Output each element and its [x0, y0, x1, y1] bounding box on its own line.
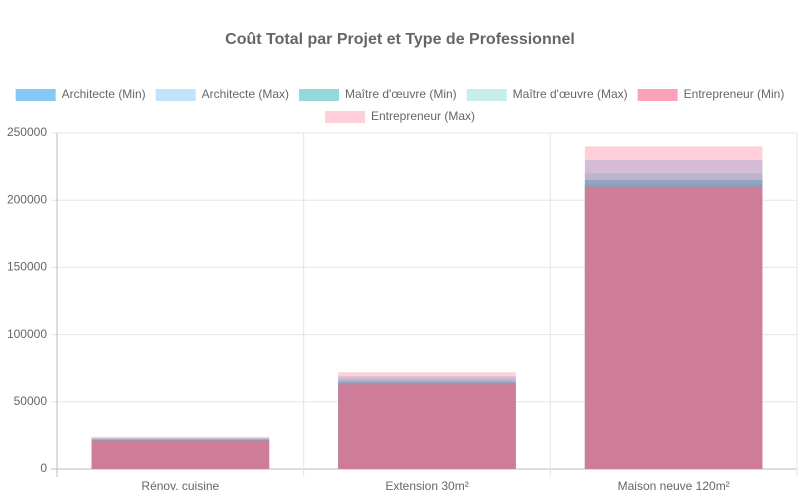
legend-swatch	[324, 111, 365, 123]
legend-label: Entrepreneur (Min)	[684, 87, 785, 101]
bar	[584, 146, 763, 469]
legend-swatch	[299, 89, 340, 101]
legend-item[interactable]: Entrepreneur (Max)	[324, 109, 475, 123]
x-tick-label: Extension 30m²	[385, 479, 468, 493]
bar	[584, 186, 763, 469]
bar	[338, 384, 516, 469]
legend-swatch	[466, 89, 507, 101]
legend-item[interactable]: Maître d'œuvre (Max)	[466, 87, 628, 101]
bar	[91, 436, 270, 469]
legend-item[interactable]: Architecte (Min)	[15, 87, 146, 101]
chart-title: Coût Total par Projet et Type de Profess…	[225, 31, 575, 48]
legend-label: Architecte (Max)	[202, 87, 289, 101]
y-tick-label: 200000	[7, 192, 47, 206]
legend-label: Architecte (Min)	[62, 87, 146, 101]
x-tick-label: Rénov. cuisine	[141, 479, 219, 493]
y-tick-label: 250000	[7, 125, 47, 139]
legend-label: Entrepreneur (Max)	[371, 109, 475, 123]
legend-swatch	[637, 89, 678, 101]
legend-label: Maître d'œuvre (Min)	[345, 87, 457, 101]
y-tick-label: 150000	[7, 260, 47, 274]
bar	[338, 372, 516, 469]
x-tick-label: Maison neuve 120m²	[618, 479, 730, 493]
legend-swatch	[15, 89, 56, 101]
legend-label: Maître d'œuvre (Max)	[513, 87, 628, 101]
y-tick-label: 50000	[14, 394, 48, 408]
legend-item[interactable]: Maître d'œuvre (Min)	[299, 87, 457, 101]
legend-swatch	[155, 89, 196, 101]
legend-item[interactable]: Entrepreneur (Min)	[637, 87, 785, 101]
legend-item[interactable]: Architecte (Max)	[155, 87, 289, 101]
y-tick-label: 100000	[7, 327, 47, 341]
y-tick-label: 0	[40, 461, 47, 475]
bar	[91, 440, 270, 469]
